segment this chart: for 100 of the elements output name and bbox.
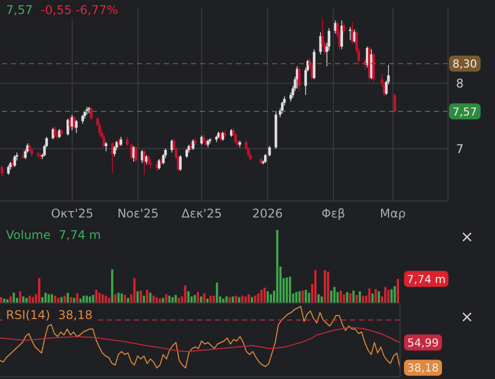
candlestick	[342, 22, 346, 34]
annotation: -0,55 -6,77%	[40, 3, 118, 17]
x-tick-label: 2026	[252, 206, 283, 221]
candlestick	[104, 142, 108, 152]
x-tick-label: Φεβ	[322, 206, 346, 221]
bar	[314, 270, 316, 303]
bar	[92, 294, 94, 303]
bar	[120, 294, 123, 303]
candlestick	[264, 153, 267, 164]
bar	[102, 294, 104, 303]
bar	[174, 294, 177, 303]
candlestick	[68, 116, 72, 130]
chart-title: Volume	[6, 228, 51, 242]
bar	[326, 272, 330, 303]
bar	[95, 290, 98, 303]
candlestick	[120, 136, 122, 146]
candlestick	[130, 143, 133, 160]
annotation: 7,57	[6, 3, 33, 17]
y-tick-label: 7	[456, 142, 464, 156]
bar	[340, 290, 342, 303]
y-tick-label: 8	[456, 76, 464, 90]
annotation: 7,74 m	[58, 228, 101, 242]
bar	[212, 296, 215, 303]
candlestick	[149, 158, 152, 169]
bar	[384, 286, 386, 303]
bar	[48, 294, 50, 303]
candlestick	[298, 67, 301, 92]
candlestick	[81, 114, 84, 124]
candlestick	[134, 146, 138, 162]
data-label: 38,18	[407, 362, 439, 375]
bar	[76, 294, 78, 303]
bar	[86, 296, 88, 303]
bar	[324, 270, 326, 303]
candlestick	[158, 158, 160, 170]
bar	[22, 296, 24, 303]
bar	[203, 294, 206, 303]
bar	[66, 292, 69, 303]
bar	[302, 290, 304, 303]
bar	[257, 294, 260, 303]
bar	[140, 290, 142, 303]
bar	[156, 297, 158, 303]
ref-line-label: 8,30	[452, 58, 478, 71]
bar	[330, 290, 332, 303]
bar	[184, 285, 186, 303]
bar	[32, 297, 34, 303]
x-tick-label: Νοε'25	[117, 206, 159, 221]
candlestick	[179, 154, 182, 172]
candlestick	[0, 165, 4, 177]
bar	[12, 292, 15, 303]
bar	[295, 292, 298, 303]
bar	[356, 294, 358, 303]
candlestick	[208, 138, 212, 144]
bar	[111, 269, 114, 303]
candlestick	[147, 154, 150, 166]
candlestick	[90, 107, 92, 120]
bar	[158, 298, 161, 303]
bar	[248, 294, 250, 303]
candlestick	[319, 32, 322, 55]
bar	[349, 294, 352, 303]
bar	[288, 276, 292, 303]
bar	[320, 296, 323, 303]
bar	[276, 230, 278, 303]
bar	[165, 294, 168, 303]
candlestick	[340, 20, 344, 50]
x-tick-label: Οκτ'25	[51, 206, 94, 221]
bar	[149, 292, 152, 303]
x-tick-label: Δεκ'25	[182, 206, 222, 221]
candlestick	[185, 148, 188, 158]
x-tick-label: Μαρ	[380, 206, 406, 221]
bar	[28, 296, 31, 303]
candlestick	[394, 93, 396, 114]
candlestick	[52, 127, 54, 140]
candlestick	[13, 154, 16, 168]
bar	[286, 277, 288, 303]
candlestick	[353, 29, 356, 44]
candlestick	[75, 119, 78, 134]
bar	[394, 286, 396, 303]
bar	[133, 278, 136, 303]
bar	[194, 294, 196, 303]
candlestick	[268, 146, 271, 157]
bar	[238, 297, 240, 303]
candlestick	[156, 161, 158, 172]
bar	[38, 278, 40, 303]
bar	[222, 298, 224, 303]
bar	[228, 297, 231, 303]
bar	[266, 291, 269, 303]
annotation: 38,18	[58, 308, 92, 322]
bar	[57, 298, 60, 303]
bar	[358, 291, 361, 303]
data-label: 54,99	[407, 336, 439, 350]
bar	[374, 289, 377, 303]
candlestick	[126, 136, 129, 146]
candlestick	[54, 126, 56, 138]
candlestick	[7, 164, 10, 176]
chart-title: RSI(14)	[6, 308, 50, 322]
candlestick	[370, 48, 373, 80]
bar	[3, 298, 6, 303]
ref-line-label: 7,57	[452, 105, 478, 118]
bar	[232, 296, 234, 303]
text: 7,74 m	[406, 272, 446, 286]
